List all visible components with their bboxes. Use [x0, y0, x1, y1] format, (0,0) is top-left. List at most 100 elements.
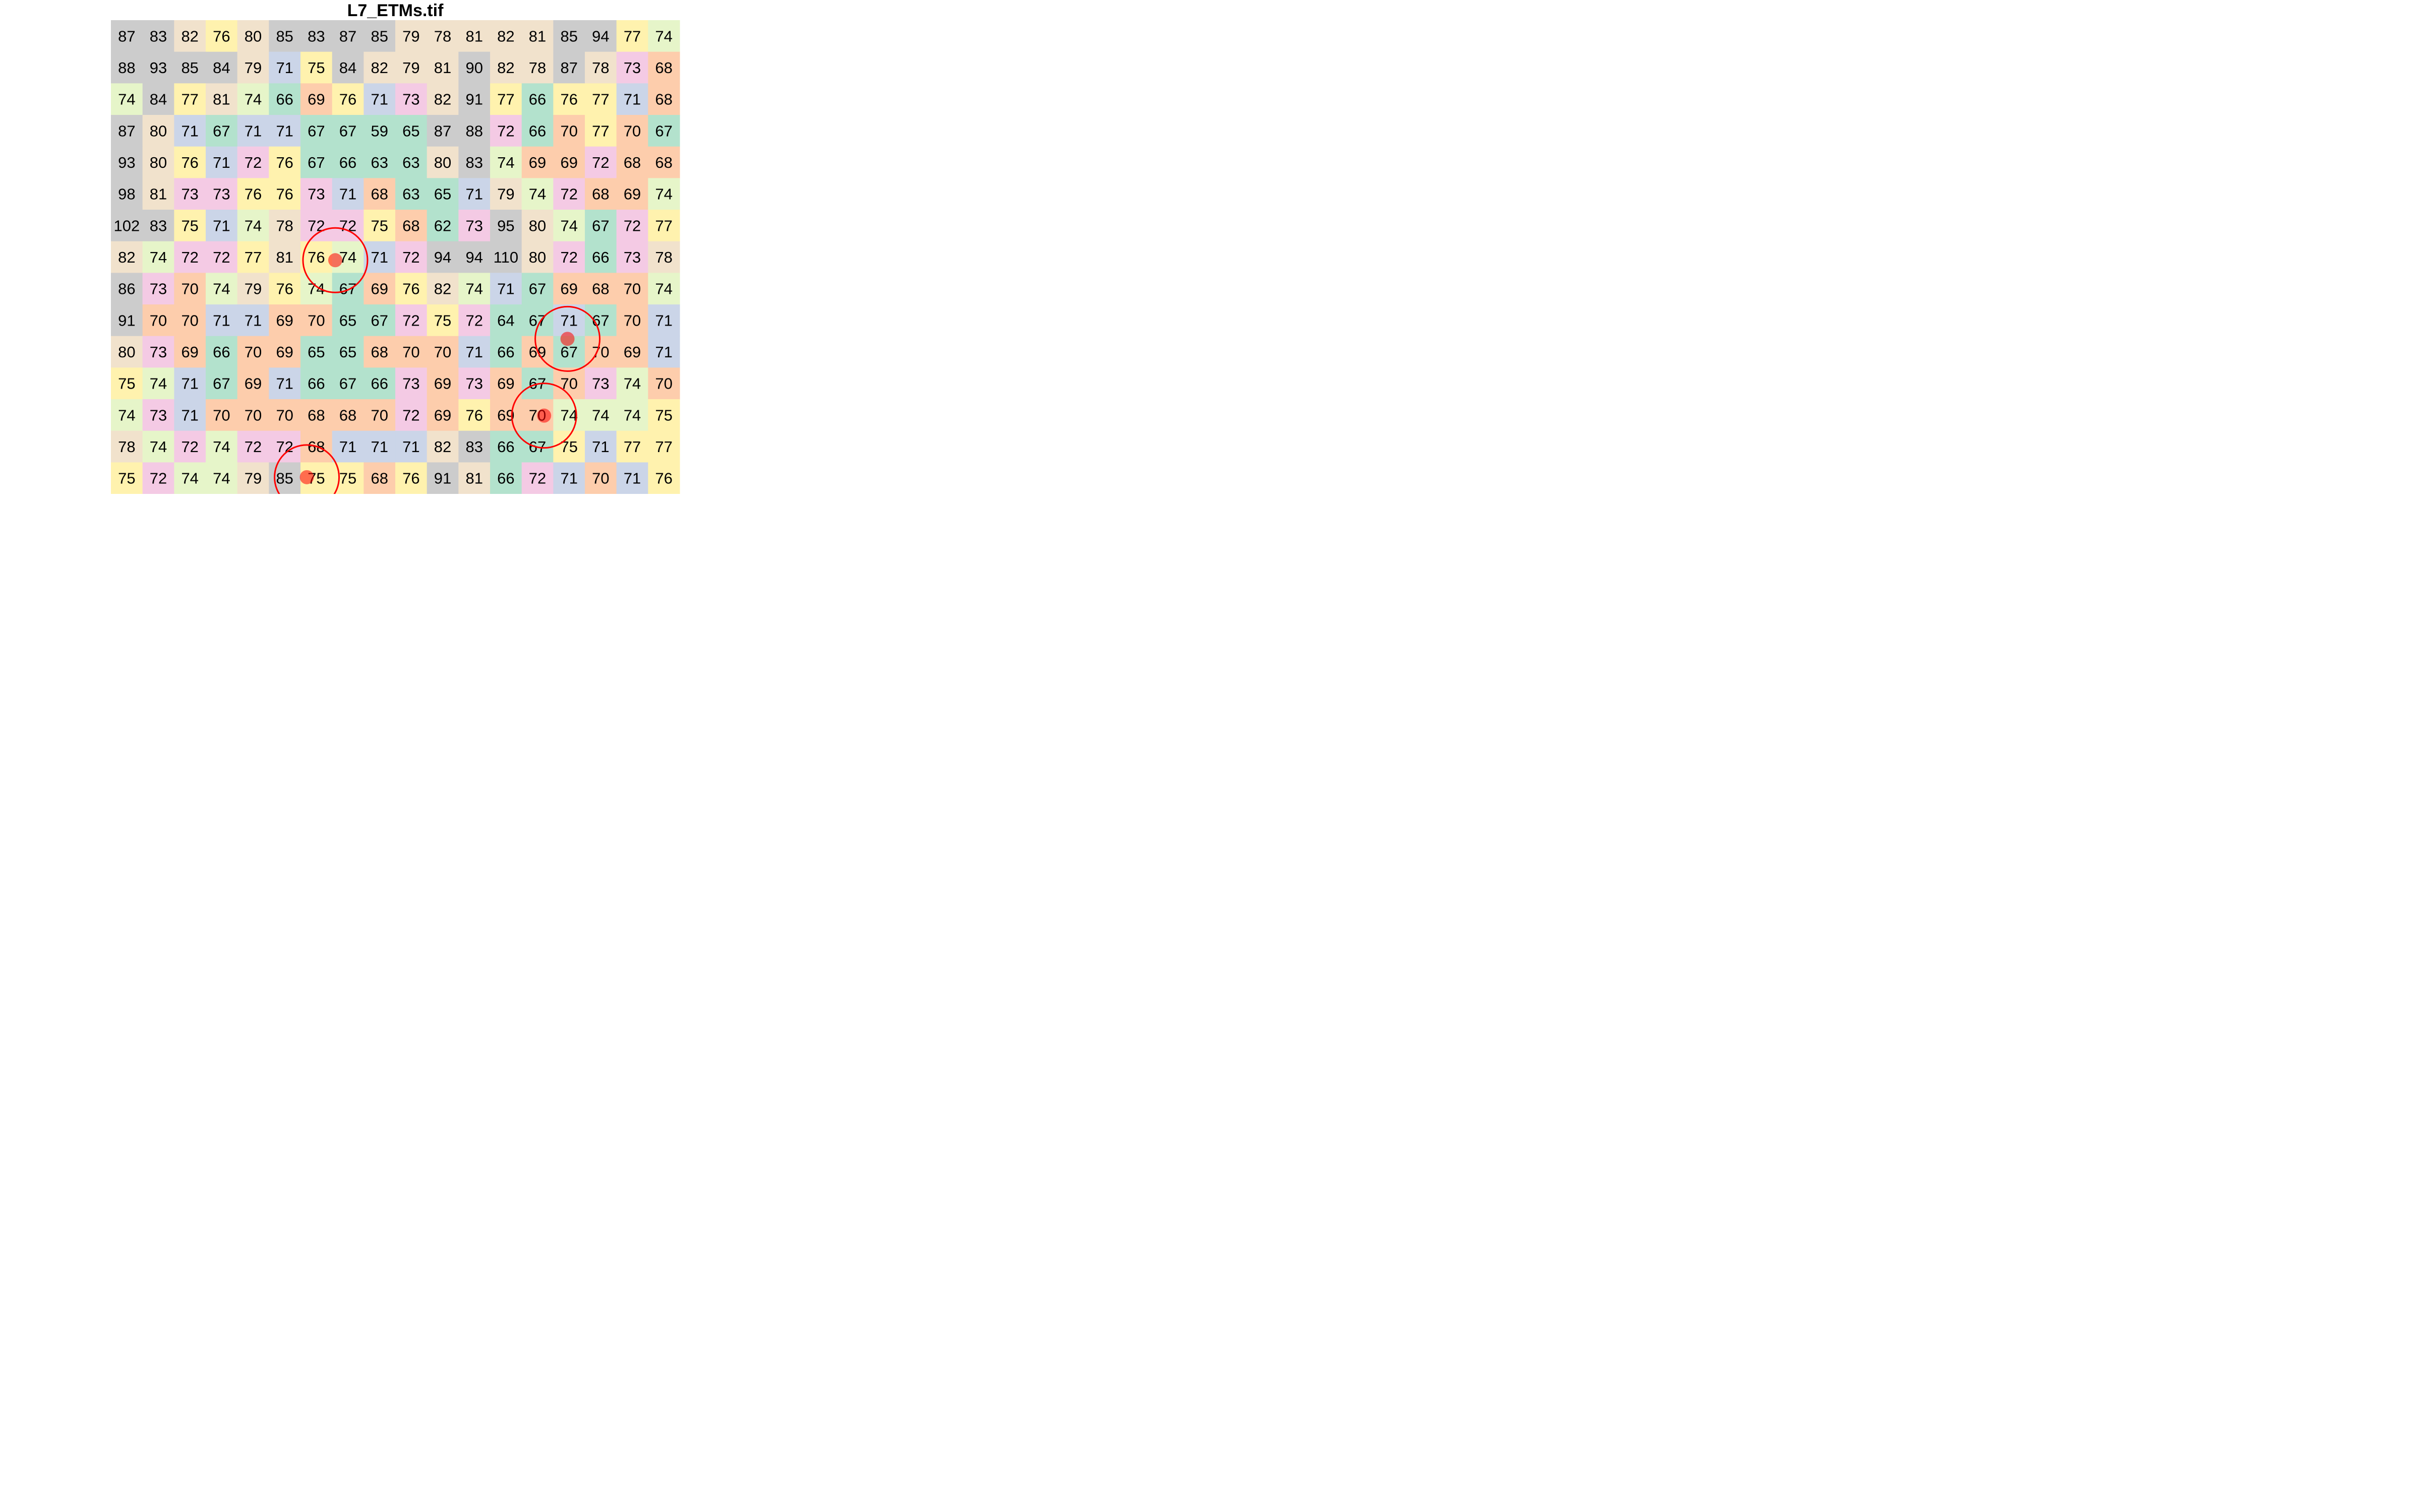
point-marker — [328, 253, 342, 268]
raster-cell — [616, 115, 648, 147]
cell-value-label: 76 — [276, 154, 293, 171]
raster-cell — [521, 146, 554, 178]
raster-cell — [206, 115, 238, 147]
raster-cell — [585, 430, 617, 463]
cell-value-label: 70 — [592, 470, 609, 487]
cell-value-label: 69 — [624, 343, 641, 361]
cell-value-label: 76 — [402, 280, 419, 298]
cell-value-label: 77 — [655, 217, 672, 234]
raster-cell — [111, 304, 143, 337]
cell-value-label: 83 — [465, 438, 482, 456]
raster-cell — [553, 51, 585, 84]
raster-cells — [111, 20, 680, 494]
cell-value-label: 67 — [308, 154, 325, 171]
cell-value-label: 74 — [624, 375, 641, 393]
raster-cell — [427, 304, 459, 337]
cell-value-label: 66 — [497, 343, 514, 361]
raster-cell — [332, 210, 364, 242]
raster-cell — [648, 20, 680, 52]
raster-cell — [395, 304, 428, 337]
raster-cell — [174, 367, 206, 400]
raster-cell — [458, 51, 491, 84]
cell-value-label: 71 — [371, 438, 388, 456]
raster-cell — [521, 20, 554, 52]
cell-value-label: 80 — [529, 248, 546, 266]
raster-cell — [206, 273, 238, 305]
cell-value-label: 72 — [213, 248, 230, 266]
raster-cell — [490, 367, 522, 400]
cell-value-label: 91 — [434, 470, 451, 487]
cell-value-label: 70 — [245, 406, 262, 424]
cell-value-label: 85 — [181, 59, 198, 77]
cell-value-label: 72 — [529, 470, 546, 487]
cell-value-label: 79 — [402, 59, 419, 77]
cell-value-label: 74 — [181, 470, 198, 487]
cell-value-label: 83 — [308, 27, 325, 45]
cell-value-label: 71 — [560, 470, 577, 487]
raster-cell — [395, 430, 428, 463]
cell-value-label: 67 — [213, 375, 230, 393]
raster-cell — [553, 20, 585, 52]
cell-value-label: 74 — [529, 185, 546, 203]
cell-value-label: 76 — [245, 185, 262, 203]
cell-value-label: 77 — [592, 91, 609, 108]
raster-cell — [300, 178, 333, 210]
cell-value-label: 65 — [402, 122, 419, 140]
cell-value-label: 70 — [181, 311, 198, 329]
cell-value-label: 110 — [494, 248, 518, 266]
cell-value-label: 69 — [245, 375, 262, 393]
raster-cell — [269, 83, 301, 115]
cell-value-label: 83 — [150, 27, 167, 45]
cell-value-label: 67 — [529, 280, 546, 298]
raster-cell — [648, 304, 680, 337]
raster-cell — [521, 83, 554, 115]
point-marker — [299, 470, 314, 484]
raster-cell — [237, 20, 269, 52]
raster-cell — [616, 210, 648, 242]
raster-cell — [174, 83, 206, 115]
raster-cell — [174, 399, 206, 431]
cell-value-label: 91 — [465, 91, 482, 108]
raster-cell — [269, 178, 301, 210]
cell-value-label: 67 — [560, 343, 577, 361]
raster-cell — [300, 336, 333, 368]
raster-cell — [521, 115, 554, 147]
raster-cell — [648, 210, 680, 242]
raster-cell — [616, 51, 648, 84]
cell-value-label: 85 — [371, 27, 388, 45]
cell-value-label: 73 — [150, 343, 167, 361]
cell-value-label: 77 — [245, 248, 262, 266]
raster-cell — [427, 51, 459, 84]
raster-cell — [458, 336, 491, 368]
raster-cell — [206, 210, 238, 242]
cell-value-label: 70 — [371, 406, 388, 424]
cell-value-label: 71 — [276, 122, 293, 140]
buffer-circle — [274, 444, 340, 494]
raster-cell — [427, 462, 459, 494]
heatmap-plot: 87 83 82 76 80 85 83 87 85 79 78 81 82 81 85 94 77 74 88 93… — [111, 20, 680, 494]
raster-cell — [364, 241, 396, 273]
cell-value-label: 71 — [339, 185, 356, 203]
cell-value-label: 73 — [402, 375, 419, 393]
cell-value-label: 63 — [371, 154, 388, 171]
raster-cell — [364, 146, 396, 178]
cell-value-label: 93 — [150, 59, 167, 77]
raster-cell — [490, 399, 522, 431]
cell-value-label: 71 — [213, 217, 230, 234]
cell-value-label: 73 — [592, 375, 609, 393]
raster-cell — [142, 367, 174, 400]
raster-cell — [616, 178, 648, 210]
cell-value-label: 73 — [308, 185, 325, 203]
raster-cell — [364, 20, 396, 52]
cell-value-label: 75 — [118, 375, 135, 393]
cell-value-label: 79 — [245, 280, 262, 298]
cell-value-label: 82 — [371, 59, 388, 77]
cell-value-label: 70 — [150, 311, 167, 329]
cell-value-label: 67 — [592, 217, 609, 234]
raster-cell — [300, 304, 333, 337]
cell-value-label: 62 — [434, 217, 451, 234]
cell-value-label: 74 — [592, 406, 609, 424]
raster-cell — [142, 20, 174, 52]
raster-cell — [332, 430, 364, 463]
cell-value-label: 65 — [308, 343, 325, 361]
